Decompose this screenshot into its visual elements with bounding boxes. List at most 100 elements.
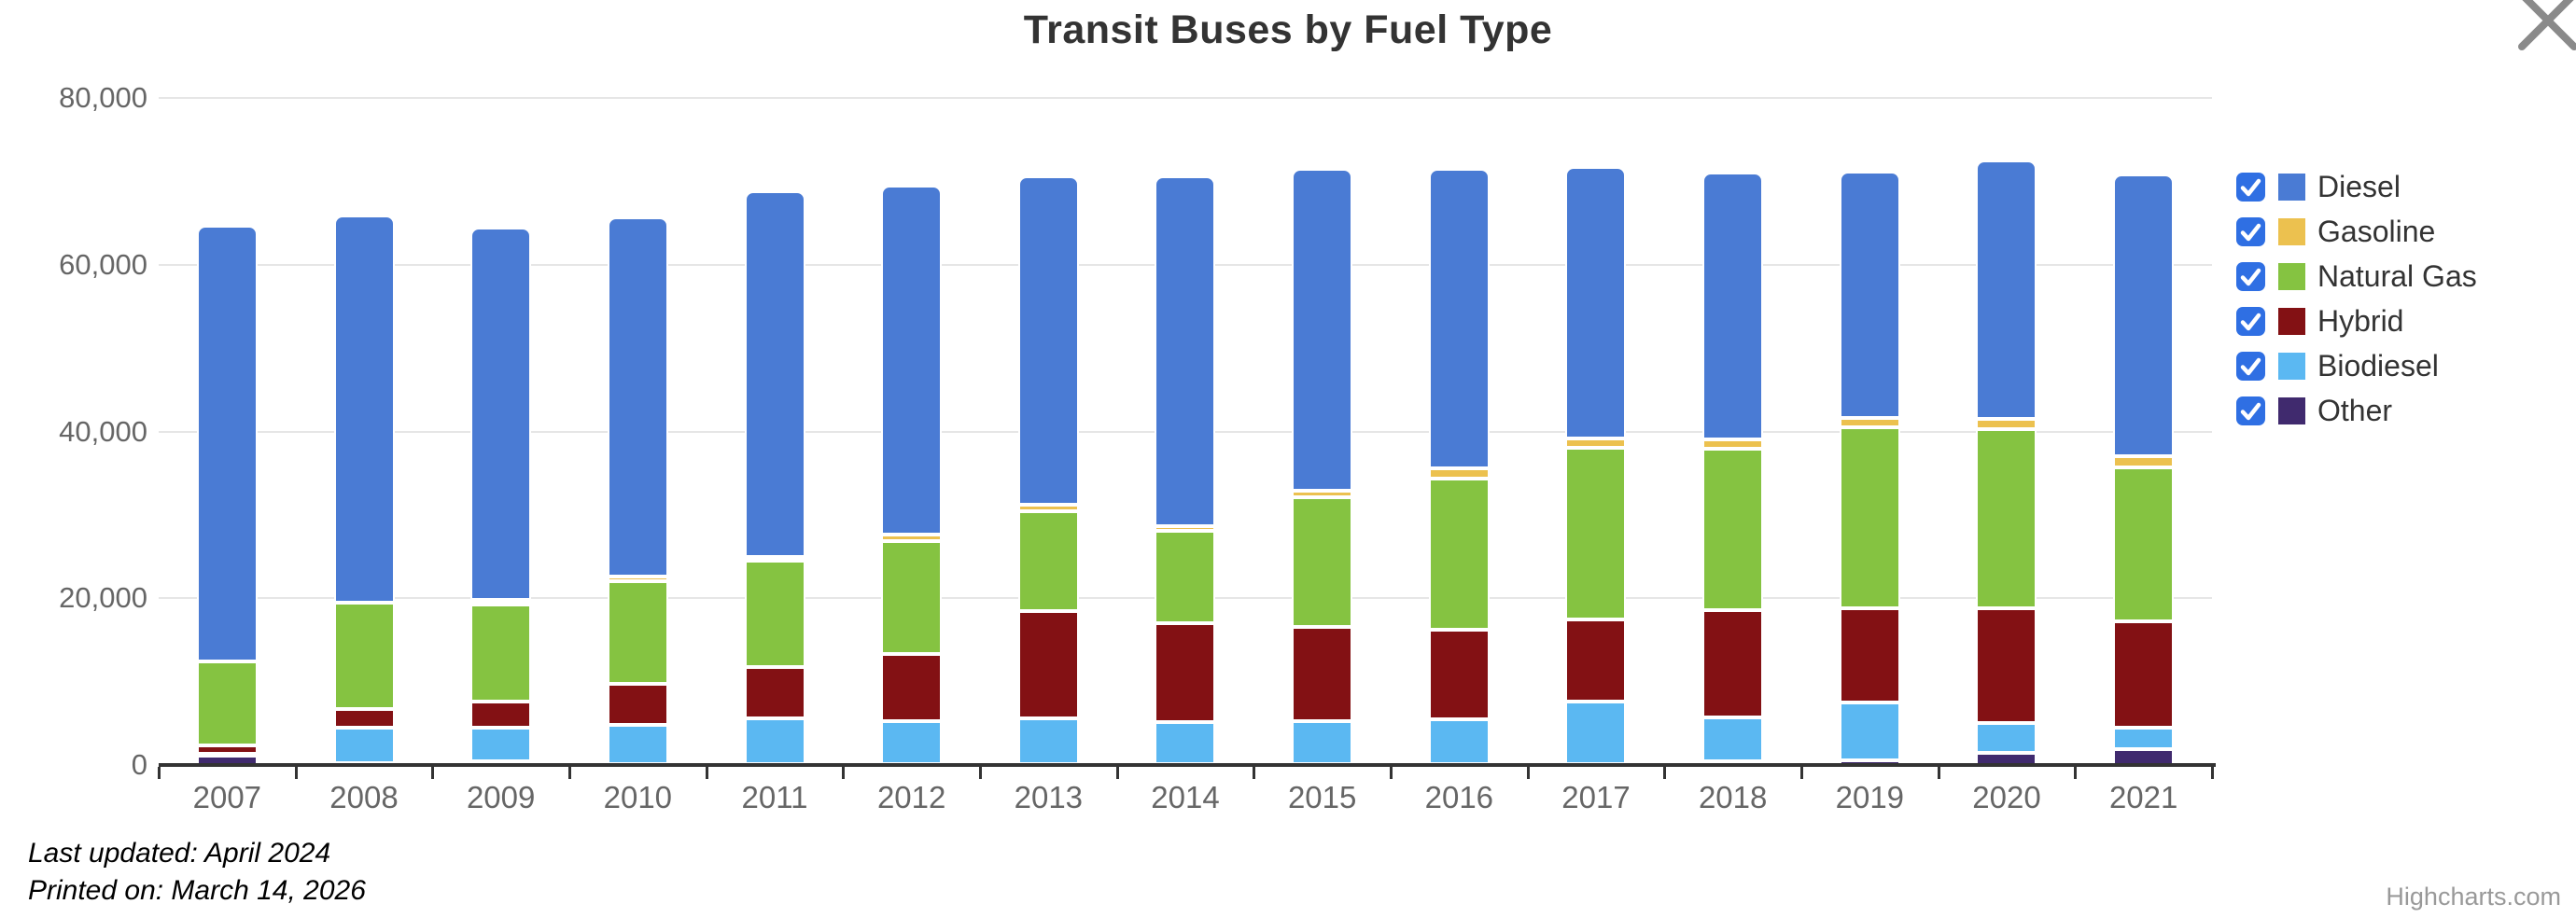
bar-segment-gasoline[interactable] bbox=[745, 557, 805, 562]
bar-segment-diesel[interactable] bbox=[197, 225, 258, 662]
bar-segment-biodiesel[interactable] bbox=[1840, 702, 1900, 761]
bar-segment-biodiesel[interactable] bbox=[1429, 718, 1490, 765]
bar-segment-natural-gas[interactable] bbox=[1429, 478, 1490, 630]
bar-segment-biodiesel[interactable] bbox=[881, 721, 942, 765]
bar-segment-natural-gas[interactable] bbox=[1702, 449, 1763, 610]
x-axis-tick bbox=[2211, 767, 2214, 779]
bar-segment-biodiesel[interactable] bbox=[1292, 720, 1352, 765]
bar-segment-diesel[interactable] bbox=[1429, 169, 1490, 469]
bar-segment-natural-gas[interactable] bbox=[1976, 428, 2037, 609]
legend-checkbox[interactable] bbox=[2236, 261, 2265, 291]
legend-item-biodiesel[interactable]: Biodiesel bbox=[2236, 343, 2477, 388]
legend-label[interactable]: Other bbox=[2317, 393, 2393, 427]
bar-segment-natural-gas[interactable] bbox=[1018, 511, 1079, 611]
bar-segment-hybrid[interactable] bbox=[334, 708, 395, 729]
bar-segment-biodiesel[interactable] bbox=[745, 717, 805, 765]
bar-segment-diesel[interactable] bbox=[334, 216, 395, 604]
bar-segment-diesel[interactable] bbox=[1018, 176, 1079, 505]
bar-segment-gasoline[interactable] bbox=[1018, 504, 1079, 512]
legend-item-natural-gas[interactable]: Natural Gas bbox=[2236, 254, 2477, 299]
bar-segment-gasoline[interactable] bbox=[881, 535, 942, 542]
legend-label[interactable]: Hybrid bbox=[2317, 303, 2404, 338]
y-axis-label: 80,000 bbox=[59, 81, 147, 114]
bar-segment-biodiesel[interactable] bbox=[608, 724, 668, 765]
bar-segment-biodiesel[interactable] bbox=[334, 728, 395, 764]
bar-segment-gasoline[interactable] bbox=[1976, 419, 2037, 429]
bar-segment-biodiesel[interactable] bbox=[470, 728, 531, 761]
legend-swatch bbox=[2278, 262, 2305, 290]
bar-segment-natural-gas[interactable] bbox=[334, 603, 395, 709]
bar-segment-hybrid[interactable] bbox=[745, 667, 805, 718]
bar-segment-natural-gas[interactable] bbox=[1840, 427, 1900, 608]
bar-segment-gasoline[interactable] bbox=[608, 577, 668, 582]
x-axis-tick bbox=[568, 767, 571, 779]
bar-segment-natural-gas[interactable] bbox=[608, 581, 668, 685]
bar-segment-gasoline[interactable] bbox=[1155, 525, 1215, 531]
bar-segment-hybrid[interactable] bbox=[1292, 626, 1352, 721]
bar-segment-diesel[interactable] bbox=[1976, 160, 2037, 420]
legend-checkbox[interactable] bbox=[2236, 396, 2265, 425]
bar-segment-hybrid[interactable] bbox=[1840, 607, 1900, 703]
bar-segment-natural-gas[interactable] bbox=[745, 561, 805, 667]
bar-segment-diesel[interactable] bbox=[1702, 173, 1763, 440]
bar-segment-diesel[interactable] bbox=[1840, 172, 1900, 418]
bar-segment-gasoline[interactable] bbox=[2113, 456, 2174, 468]
bar-segment-biodiesel[interactable] bbox=[1155, 722, 1215, 765]
bar-segment-natural-gas[interactable] bbox=[1292, 497, 1352, 627]
legend-label[interactable]: Biodiesel bbox=[2317, 348, 2439, 382]
x-axis-label: 2015 bbox=[1287, 780, 1357, 814]
bar-segment-biodiesel[interactable] bbox=[1018, 717, 1079, 765]
bar-segment-gasoline[interactable] bbox=[1702, 439, 1763, 450]
bar-segment-diesel[interactable] bbox=[1155, 176, 1215, 526]
bar-segment-gasoline[interactable] bbox=[1565, 438, 1626, 449]
legend-label[interactable]: Gasoline bbox=[2317, 214, 2436, 248]
legend-item-other[interactable]: Other bbox=[2236, 388, 2477, 433]
bar-segment-hybrid[interactable] bbox=[1429, 629, 1490, 719]
bar-column-2011 bbox=[745, 98, 805, 765]
bar-segment-diesel[interactable] bbox=[608, 216, 668, 577]
legend-label[interactable]: Natural Gas bbox=[2317, 258, 2477, 293]
bar-segment-diesel[interactable] bbox=[1565, 167, 1626, 438]
bar-segment-hybrid[interactable] bbox=[608, 684, 668, 725]
legend-item-diesel[interactable]: Diesel bbox=[2236, 164, 2477, 209]
highcharts-credits[interactable]: Highcharts.com bbox=[2386, 883, 2561, 911]
legend-label[interactable]: Diesel bbox=[2317, 169, 2401, 203]
bar-segment-hybrid[interactable] bbox=[470, 701, 531, 729]
bar-segment-hybrid[interactable] bbox=[197, 744, 258, 755]
bar-segment-gasoline[interactable] bbox=[1840, 417, 1900, 428]
bar-segment-natural-gas[interactable] bbox=[2113, 467, 2174, 622]
bar-segment-hybrid[interactable] bbox=[1565, 619, 1626, 702]
bar-segment-diesel[interactable] bbox=[470, 227, 531, 601]
bar-segment-biodiesel[interactable] bbox=[1702, 717, 1763, 761]
bar-segment-hybrid[interactable] bbox=[1155, 623, 1215, 723]
x-axis-label: 2013 bbox=[1014, 780, 1084, 814]
bar-segment-gasoline[interactable] bbox=[1292, 491, 1352, 498]
legend-checkbox[interactable] bbox=[2236, 172, 2265, 202]
bar-segment-hybrid[interactable] bbox=[1018, 610, 1079, 718]
bar-segment-natural-gas[interactable] bbox=[1155, 530, 1215, 624]
legend-item-hybrid[interactable]: Hybrid bbox=[2236, 299, 2477, 343]
bar-segment-biodiesel[interactable] bbox=[1976, 722, 2037, 754]
bar-segment-natural-gas[interactable] bbox=[197, 661, 258, 745]
close-icon[interactable] bbox=[2505, 0, 2576, 63]
x-axis-tick bbox=[1115, 767, 1119, 779]
bar-segment-hybrid[interactable] bbox=[2113, 621, 2174, 728]
bar-segment-hybrid[interactable] bbox=[1976, 608, 2037, 723]
bar-segment-diesel[interactable] bbox=[1292, 169, 1352, 492]
bar-segment-biodiesel[interactable] bbox=[2113, 727, 2174, 750]
legend-checkbox[interactable] bbox=[2236, 216, 2265, 246]
legend-checkbox[interactable] bbox=[2236, 351, 2265, 381]
bar-segment-natural-gas[interactable] bbox=[1565, 448, 1626, 619]
bar-segment-hybrid[interactable] bbox=[881, 654, 942, 722]
bar-segment-diesel[interactable] bbox=[745, 191, 805, 558]
legend-item-gasoline[interactable]: Gasoline bbox=[2236, 209, 2477, 254]
bar-segment-natural-gas[interactable] bbox=[881, 541, 942, 655]
bar-segment-diesel[interactable] bbox=[2113, 174, 2174, 457]
bar-segment-gasoline[interactable] bbox=[470, 600, 531, 605]
bar-segment-hybrid[interactable] bbox=[1702, 609, 1763, 718]
legend-checkbox[interactable] bbox=[2236, 306, 2265, 336]
bar-segment-biodiesel[interactable] bbox=[1565, 701, 1626, 765]
bar-segment-natural-gas[interactable] bbox=[470, 604, 531, 702]
bar-segment-diesel[interactable] bbox=[881, 186, 942, 536]
bar-segment-gasoline[interactable] bbox=[1429, 468, 1490, 479]
